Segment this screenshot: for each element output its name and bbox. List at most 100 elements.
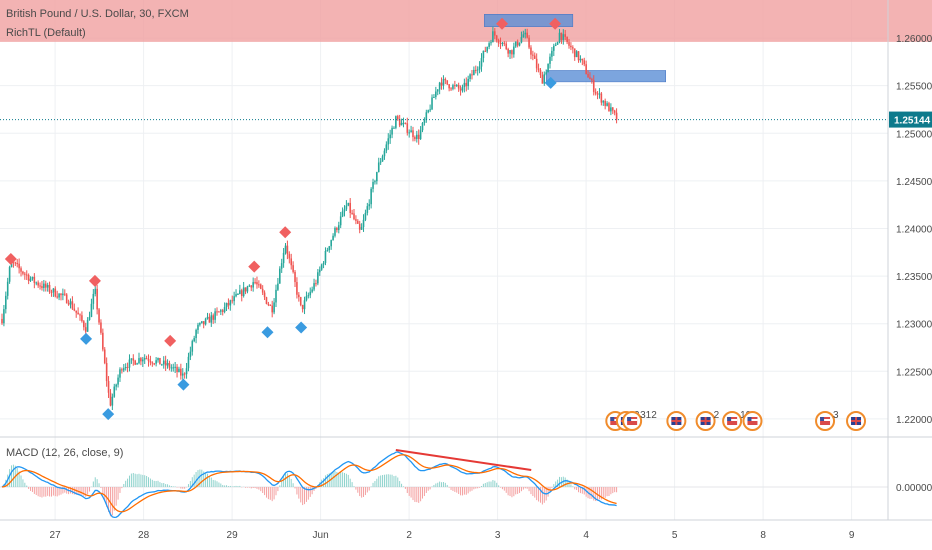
candle-body [6,281,9,296]
candle-body [455,84,458,86]
candle-body [214,311,216,320]
candle-body [138,358,140,364]
low-signal-marker [102,408,115,421]
candle-body [164,360,167,366]
candle-body [513,46,515,55]
candle-body [313,283,315,290]
candle-body [69,301,72,305]
candle-body [608,103,610,112]
candle-body [122,368,125,371]
candle-body [16,263,19,265]
candle-body [119,369,121,378]
event-count-label: 312 [640,410,657,421]
low-signal-marker [295,321,308,334]
candle-body [435,91,437,97]
candle-body [229,300,232,306]
candle-body [391,127,393,135]
candle-body [183,373,186,375]
macd-zero-label: 0.00000 [896,483,932,494]
event-count-label: 3 [833,410,839,421]
candle-body [136,363,138,365]
candle-body [290,258,293,266]
indicator-legend[interactable]: RichTL (Default) [6,27,86,39]
candle-body [288,254,291,259]
candle-body [372,182,374,189]
candle-body [50,291,53,293]
symbol-legend[interactable]: British Pound / U.S. Dollar, 30, FXCM [6,8,189,20]
candle-body [258,284,260,286]
time-axis[interactable]: 27 28 29 Jun 2 3 4 5 8 9 [0,519,932,541]
candle-body [315,283,317,285]
candle-body [200,321,203,323]
zone-box [546,70,667,83]
candle-body [299,297,302,305]
candle-body [202,321,205,325]
candle-body [63,293,66,295]
candle-body [564,34,567,37]
candle-body [374,181,376,183]
signal-markers [4,17,562,421]
candle-body [46,284,49,288]
candle-body [296,282,298,295]
candle-body [206,316,209,319]
candle-body [402,122,405,124]
candle-body [353,213,355,220]
candle-body [265,297,268,304]
candle-body [351,212,353,214]
candle-body [197,324,199,330]
candle-body [140,358,142,362]
candle-body [22,271,24,274]
candle-body [558,32,561,43]
candle-body [115,384,117,387]
candle-body [223,307,226,312]
candle-body [277,283,279,290]
candle-body [410,130,412,133]
candle-body [412,130,414,138]
price-axis[interactable]: 1.26000 1.25500 1.25000 1.24500 1.24000 1.235… [887,0,932,520]
price-tick-label: 1.25500 [896,82,932,93]
candle-body [181,373,184,376]
candle-body [509,50,511,54]
time-tick-label: 28 [138,530,150,541]
candle-body [31,276,34,279]
candle-body [482,50,485,59]
candle-body [248,285,251,287]
candle-body [204,318,207,325]
candle-body [545,72,547,75]
low-signal-marker [261,326,274,339]
macd-legend[interactable]: MACD (12, 26, close, 9) [6,447,124,459]
candle-body [86,319,89,332]
candle-body [35,282,38,284]
candle-body [292,265,294,272]
candle-body [461,86,464,91]
candle-body [408,132,410,134]
candle-body [554,44,557,46]
candle-body [339,216,342,226]
candle-body [212,315,215,320]
economic-event-icons[interactable]: 23122103 [605,410,867,431]
candle-body [284,245,287,253]
high-signal-marker [496,17,509,30]
candle-body [486,46,489,52]
candle-body [29,278,32,281]
uk-flag-cross [855,417,858,425]
candle-body [573,48,576,58]
candle-body [581,58,584,61]
candle-body [269,304,272,306]
candle-body [280,263,283,269]
candle-body [107,381,110,393]
candle-body [423,119,426,123]
candle-body [516,41,519,46]
candle-body [598,93,601,95]
candle-body [522,34,525,38]
candle-body [442,79,445,86]
candle-body [414,137,416,139]
candle-body [376,172,378,182]
low-signal-marker [177,378,190,391]
candle-body [526,32,528,38]
low-signal-marker [80,332,93,345]
candle-body [149,361,152,363]
candle-body [501,42,504,44]
us-flag-canton [627,417,632,421]
